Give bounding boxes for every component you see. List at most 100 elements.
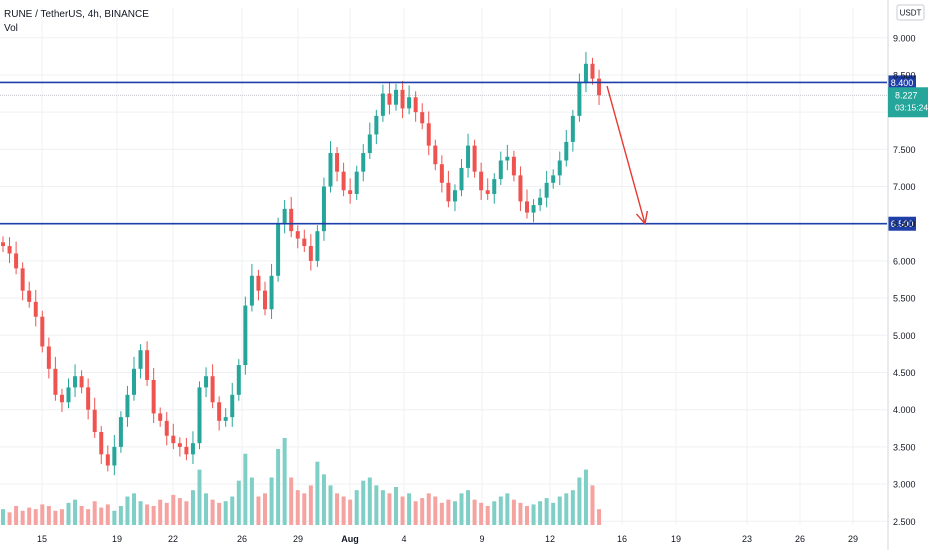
candle-body [446, 182, 451, 202]
price-tick-label: 5.500 [893, 294, 916, 304]
volume-bar [20, 510, 25, 525]
symbol-title[interactable]: RUNE / TetherUS, 4h, BINANCE [4, 9, 149, 20]
candle-body [177, 443, 182, 447]
volume-bar [295, 490, 300, 525]
volume-bar [282, 437, 287, 525]
candle-body [118, 417, 123, 447]
candle-body [230, 394, 235, 418]
volume-bar [538, 501, 543, 525]
volume-bar [125, 496, 130, 525]
volume-bar [190, 490, 195, 525]
price-level-label: 6.500 [891, 219, 914, 229]
candles [1, 51, 602, 476]
price-tick-label: 7.500 [893, 145, 916, 155]
candle-body [1, 242, 5, 247]
last-price-tag[interactable] [888, 87, 928, 118]
candle-body [518, 175, 523, 202]
candle-body [289, 208, 294, 232]
volume-bar [315, 461, 320, 525]
candle-body [525, 201, 529, 213]
candle-body [125, 394, 130, 418]
volume-bar [263, 493, 267, 525]
candle-body [99, 432, 104, 455]
volume-bar [452, 501, 457, 525]
time-tick-label: 23 [742, 534, 752, 544]
time-tick-label: 29 [848, 534, 858, 544]
volume-bar [583, 469, 588, 525]
arrow-shaft[interactable] [606, 85, 646, 224]
price-tick-label: 4.500 [893, 368, 916, 378]
candle-body [204, 376, 209, 388]
time-tick-label: 26 [237, 534, 247, 544]
volume-bar [348, 499, 353, 525]
price-level-tag[interactable] [888, 75, 916, 90]
candle-body [171, 435, 176, 444]
volume-bar [177, 498, 182, 525]
candle-body [59, 394, 64, 403]
currency-button[interactable] [896, 4, 925, 21]
candle-body [40, 316, 45, 347]
volume-bar [132, 493, 136, 525]
volume-bar [289, 477, 294, 525]
candle-body [452, 190, 457, 202]
candle-body [315, 231, 320, 261]
candle-body [282, 208, 287, 224]
candle-body [269, 275, 274, 310]
currency-label[interactable]: USDT [900, 9, 922, 18]
candle-body [511, 156, 516, 176]
volume-bar [426, 493, 431, 525]
volume-bar [354, 490, 359, 525]
volume-bar [498, 496, 503, 525]
volume-bar [158, 499, 163, 525]
volume-bar [112, 510, 117, 525]
volume-bar [1, 509, 5, 525]
volume-bar [367, 477, 372, 525]
candle-body [138, 350, 143, 369]
candle-body [190, 443, 195, 455]
time-axis[interactable]: 15 19 22 26 29 Aug 4 9 12 16 19 23 26 29 [37, 534, 858, 544]
arrow-head[interactable] [635, 210, 649, 226]
candle-body [551, 175, 556, 183]
candle-body [583, 63, 588, 83]
volume-bar [446, 499, 451, 525]
candle-body [590, 63, 595, 79]
candle-body [433, 145, 438, 165]
volume-bar [79, 506, 84, 525]
volume-bar [420, 498, 425, 525]
volume-bar [171, 494, 176, 525]
candle-body [328, 153, 333, 187]
volume-bar [46, 506, 51, 525]
volume-bar [439, 502, 444, 525]
volume-bar [73, 499, 78, 525]
volume-bar [551, 502, 556, 525]
candle-body [86, 387, 91, 410]
candle-body [276, 223, 281, 276]
volume-bar [485, 506, 490, 525]
volume-bar [341, 496, 346, 525]
candle-body [302, 238, 307, 247]
candle-body [151, 379, 156, 414]
horizontal-levels[interactable]: 8.400 6.500 [0, 75, 916, 231]
candle-body [27, 290, 32, 302]
volume-bar [7, 512, 12, 525]
volume-bar [33, 509, 38, 525]
volume-bar [53, 510, 58, 525]
candle-body [7, 246, 12, 254]
volume-bar [459, 493, 464, 525]
candle-body [73, 376, 78, 388]
candle-body [367, 134, 372, 154]
volume-bar [184, 501, 189, 525]
volume-bar [564, 493, 569, 525]
volume-bar [99, 507, 104, 525]
candle-body [479, 171, 484, 191]
volume-indicator-label[interactable]: Vol [4, 23, 18, 34]
price-level-tag[interactable] [888, 216, 916, 231]
projection-arrow[interactable] [606, 85, 649, 226]
candle-body [426, 123, 431, 146]
price-axis[interactable]: 9.0008.5008.0007.5007.0006.5006.0005.500… [887, 0, 928, 550]
time-tick-label: 29 [293, 534, 303, 544]
volume-bar [387, 493, 392, 525]
price-tick-label: 2.500 [893, 517, 916, 527]
